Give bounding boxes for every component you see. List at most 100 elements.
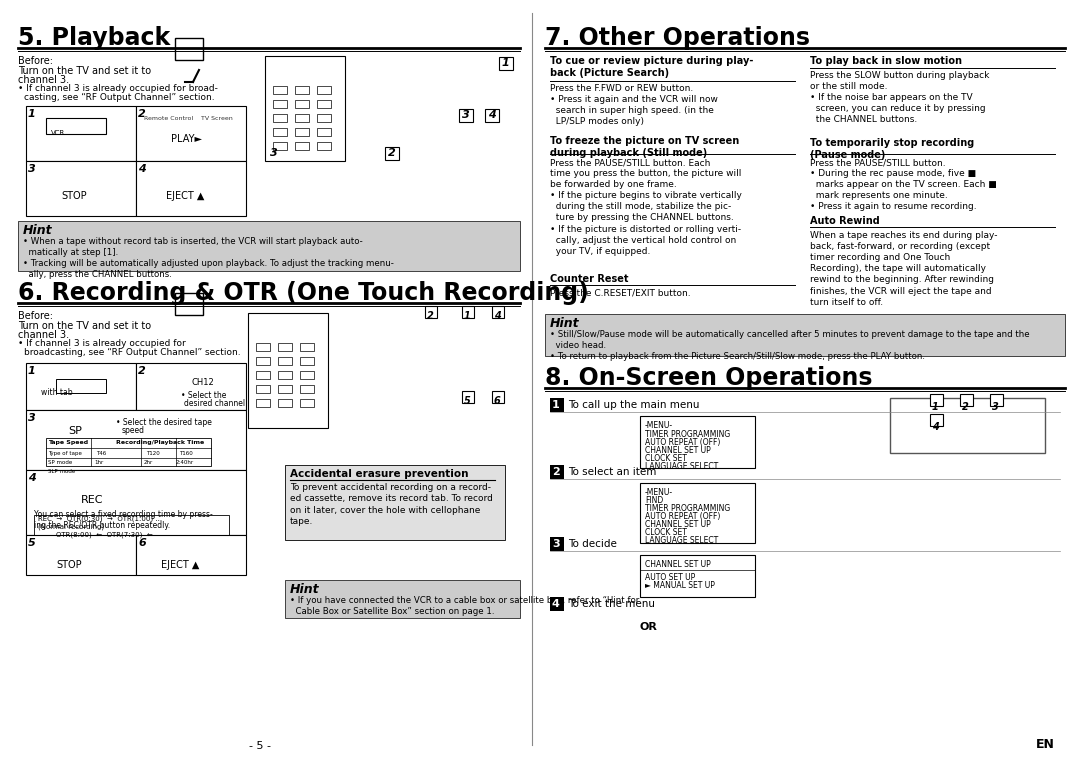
Text: T160: T160 bbox=[179, 451, 192, 456]
Text: channel 3.: channel 3. bbox=[18, 330, 69, 340]
Text: (Normal recording): (Normal recording) bbox=[38, 524, 104, 530]
Text: EJECT ▲: EJECT ▲ bbox=[166, 191, 204, 201]
Bar bbox=[46, 438, 211, 466]
Bar bbox=[930, 394, 943, 406]
Bar bbox=[256, 343, 270, 351]
Bar bbox=[278, 371, 292, 379]
Text: EN: EN bbox=[1036, 738, 1055, 751]
Bar bbox=[550, 597, 564, 611]
Bar bbox=[273, 114, 287, 122]
Bar bbox=[318, 100, 330, 108]
Bar bbox=[278, 343, 292, 351]
Text: • If channel 3 is already occupied for: • If channel 3 is already occupied for bbox=[18, 339, 186, 348]
Bar bbox=[295, 114, 309, 122]
Text: 2: 2 bbox=[138, 109, 146, 119]
Text: 2: 2 bbox=[138, 366, 146, 376]
Text: 3: 3 bbox=[28, 164, 36, 174]
Bar bbox=[890, 398, 1045, 453]
Bar bbox=[273, 142, 287, 150]
Bar bbox=[550, 398, 564, 412]
Text: • When a tape without record tab is inserted, the VCR will start playback auto-
: • When a tape without record tab is inse… bbox=[23, 237, 394, 279]
Text: 2: 2 bbox=[552, 467, 559, 477]
Bar bbox=[640, 483, 755, 543]
Bar bbox=[175, 38, 203, 60]
Text: Press the F.FWD or REW button.
• Press it again and the VCR will now
  search in: Press the F.FWD or REW button. • Press i… bbox=[550, 84, 718, 127]
Bar bbox=[278, 357, 292, 365]
Text: T120: T120 bbox=[146, 451, 160, 456]
Bar bbox=[300, 399, 314, 407]
Text: 6. Recording & OTR (One Touch Recording): 6. Recording & OTR (One Touch Recording) bbox=[18, 281, 589, 305]
Bar bbox=[300, 371, 314, 379]
Bar bbox=[136, 106, 246, 161]
Text: Accidental erasure prevention: Accidental erasure prevention bbox=[291, 469, 469, 479]
Text: Before:: Before: bbox=[18, 56, 53, 66]
Text: 3: 3 bbox=[993, 402, 999, 412]
Text: TIMER PROGRAMMING: TIMER PROGRAMMING bbox=[645, 430, 730, 439]
Text: 7. Other Operations: 7. Other Operations bbox=[545, 26, 810, 50]
Text: SP mode: SP mode bbox=[48, 460, 72, 465]
Bar bbox=[136, 161, 246, 216]
Text: AUTO SET UP: AUTO SET UP bbox=[645, 573, 696, 582]
Text: You can select a fixed recording time by press-
ing the REC/OTR button repeatedl: You can select a fixed recording time by… bbox=[33, 510, 213, 530]
Bar bbox=[26, 161, 136, 216]
Text: 4: 4 bbox=[138, 164, 146, 174]
Text: CHANNEL SET UP: CHANNEL SET UP bbox=[645, 520, 711, 529]
Text: Press the C.RESET/EXIT button.: Press the C.RESET/EXIT button. bbox=[550, 289, 690, 298]
Bar bbox=[273, 86, 287, 94]
Text: Turn on the TV and set it to: Turn on the TV and set it to bbox=[18, 321, 151, 331]
Text: 4: 4 bbox=[494, 311, 501, 321]
Bar bbox=[26, 410, 246, 470]
Text: REC: REC bbox=[81, 495, 104, 505]
Text: To select an item: To select an item bbox=[568, 467, 657, 477]
Bar bbox=[18, 221, 519, 271]
Text: Hint: Hint bbox=[291, 583, 320, 596]
Text: To exit the menu: To exit the menu bbox=[568, 599, 654, 609]
Text: AUTO REPEAT (OFF): AUTO REPEAT (OFF) bbox=[645, 438, 720, 447]
Text: 1: 1 bbox=[464, 311, 471, 321]
Bar bbox=[318, 86, 330, 94]
Text: • Select the: • Select the bbox=[181, 391, 227, 400]
Text: TIMER PROGRAMMING: TIMER PROGRAMMING bbox=[645, 504, 730, 513]
Text: Press the PAUSE/STILL button. Each
time you press the button, the picture will
b: Press the PAUSE/STILL button. Each time … bbox=[550, 158, 742, 256]
Text: 4: 4 bbox=[488, 110, 496, 120]
Bar bbox=[33, 515, 229, 540]
Text: When a tape reaches its end during play-
back, fast-forward, or recording (excep: When a tape reaches its end during play-… bbox=[810, 231, 998, 307]
Text: T46: T46 bbox=[96, 451, 106, 456]
Bar bbox=[26, 363, 136, 410]
Text: TV Screen: TV Screen bbox=[201, 116, 233, 121]
Bar bbox=[550, 537, 564, 551]
Text: 3: 3 bbox=[552, 539, 559, 549]
Text: channel 3.: channel 3. bbox=[18, 75, 69, 85]
Text: OR: OR bbox=[640, 622, 658, 632]
Text: Auto Rewind: Auto Rewind bbox=[810, 216, 880, 226]
Text: 4: 4 bbox=[932, 422, 939, 432]
Bar bbox=[318, 142, 330, 150]
Bar bbox=[256, 385, 270, 393]
Bar bbox=[426, 306, 437, 318]
Bar bbox=[640, 555, 755, 597]
Text: STOP: STOP bbox=[56, 560, 82, 570]
Bar bbox=[175, 293, 203, 315]
Text: Press the SLOW button during playback
or the still mode.
• If the noise bar appe: Press the SLOW button during playback or… bbox=[810, 71, 989, 124]
Bar bbox=[640, 416, 755, 468]
Text: Type of tape: Type of tape bbox=[48, 451, 82, 456]
Bar bbox=[318, 114, 330, 122]
Text: Counter Reset: Counter Reset bbox=[550, 274, 629, 284]
Bar bbox=[256, 371, 270, 379]
Bar bbox=[273, 100, 287, 108]
Bar bbox=[300, 343, 314, 351]
Bar bbox=[278, 399, 292, 407]
Text: • Still/Slow/Pause mode will be automatically cancelled after 5 minutes to preve: • Still/Slow/Pause mode will be automati… bbox=[550, 330, 1029, 361]
Bar bbox=[550, 465, 564, 479]
Text: 2:40hr: 2:40hr bbox=[176, 460, 194, 465]
Text: Press the PAUSE/STILL button.
• During the rec pause mode, five ■
  marks appear: Press the PAUSE/STILL button. • During t… bbox=[810, 158, 997, 211]
Text: LANGUAGE SELECT: LANGUAGE SELECT bbox=[645, 462, 718, 471]
Text: To cue or review picture during play-
back (Picture Search): To cue or review picture during play- ba… bbox=[550, 56, 754, 79]
Bar bbox=[285, 580, 519, 618]
Text: 1: 1 bbox=[552, 400, 559, 410]
Bar bbox=[295, 100, 309, 108]
Text: PLAY►: PLAY► bbox=[171, 134, 202, 144]
Bar bbox=[26, 535, 136, 575]
Bar bbox=[26, 106, 136, 161]
Text: FIND: FIND bbox=[645, 496, 663, 505]
